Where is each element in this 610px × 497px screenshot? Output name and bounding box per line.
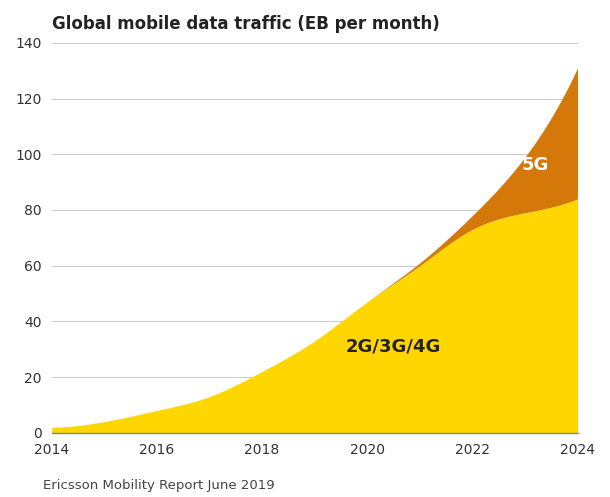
Text: Ericsson Mobility Report June 2019: Ericsson Mobility Report June 2019 bbox=[43, 479, 274, 492]
Text: Global mobile data traffic (EB per month): Global mobile data traffic (EB per month… bbox=[52, 15, 440, 33]
Text: 2G/3G/4G: 2G/3G/4G bbox=[346, 337, 441, 355]
Text: 5G: 5G bbox=[522, 157, 549, 174]
